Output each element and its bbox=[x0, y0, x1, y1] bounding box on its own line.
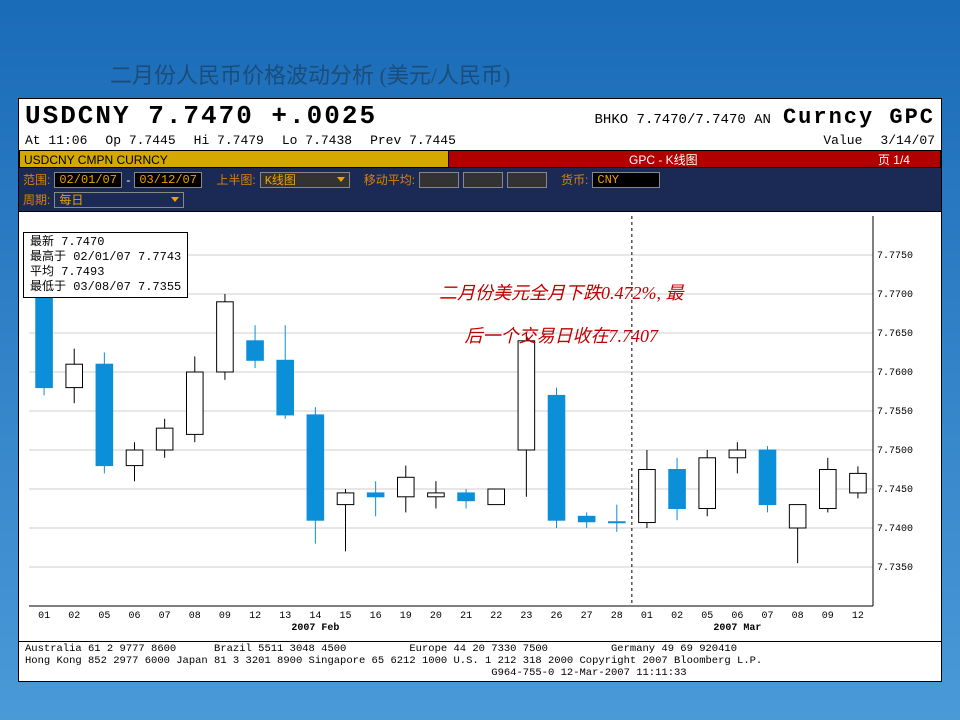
svg-text:2007 Feb: 2007 Feb bbox=[291, 622, 339, 634]
svg-text:06: 06 bbox=[731, 611, 743, 622]
footer-line-2: Hong Kong 852 2977 6000 Japan 81 3 3201 … bbox=[25, 655, 935, 667]
svg-text:7.7600: 7.7600 bbox=[877, 368, 913, 379]
function-bar: GPC - K线图 页 1/4 bbox=[449, 150, 941, 168]
currency-field[interactable]: CNY bbox=[592, 172, 660, 188]
currency-label: 货币: bbox=[561, 171, 588, 188]
svg-text:7.7500: 7.7500 bbox=[877, 446, 913, 457]
prev-label: Prev 7.7445 bbox=[370, 133, 456, 148]
period-label: 周期: bbox=[23, 191, 50, 208]
ticker-quote: USDCNY 7.7470 +.0025 bbox=[25, 101, 377, 131]
value-label: Value bbox=[823, 133, 862, 148]
svg-text:21: 21 bbox=[460, 611, 472, 622]
high-label: Hi 7.7479 bbox=[194, 133, 264, 148]
svg-text:26: 26 bbox=[550, 611, 562, 622]
stats-box: 最新 7.7470 最高于 02/01/07 7.7743 平均 7.7493 … bbox=[23, 232, 188, 298]
svg-text:22: 22 bbox=[490, 611, 502, 622]
svg-text:19: 19 bbox=[400, 611, 412, 622]
svg-text:05: 05 bbox=[701, 611, 713, 622]
svg-text:12: 12 bbox=[249, 611, 261, 622]
svg-text:06: 06 bbox=[128, 611, 140, 622]
svg-text:14: 14 bbox=[309, 611, 321, 622]
stats-low: 最低于 03/08/07 7.7355 bbox=[30, 280, 181, 295]
svg-text:02: 02 bbox=[671, 611, 683, 622]
svg-text:7.7350: 7.7350 bbox=[877, 563, 913, 574]
range-label: 范围: bbox=[23, 171, 50, 188]
svg-text:07: 07 bbox=[761, 611, 773, 622]
function-code: Curncy GPC bbox=[783, 105, 935, 130]
date-from-field[interactable]: 02/01/07 bbox=[54, 172, 122, 188]
svg-text:23: 23 bbox=[520, 611, 532, 622]
header-row-2: At 11:06 Op 7.7445 Hi 7.7479 Lo 7.7438 P… bbox=[19, 133, 941, 150]
stats-avg: 平均 7.7493 bbox=[30, 265, 181, 280]
footer-line-1: Australia 61 2 9777 8600 Brazil 5511 304… bbox=[25, 643, 935, 655]
svg-text:09: 09 bbox=[219, 611, 231, 622]
title-bar: USDCNY CMPN CURNCY GPC - K线图 页 1/4 bbox=[19, 150, 941, 168]
svg-text:16: 16 bbox=[370, 611, 382, 622]
page-indicator: 页 1/4 bbox=[878, 151, 940, 167]
footer-line-3: G964-755-0 12-Mar-2007 11:11:33 bbox=[25, 667, 935, 679]
upper-chart-label: 上半图: bbox=[216, 171, 255, 188]
controls-panel: 范围: 02/01/07 - 03/12/07 上半图: K线图 移动平均: 货… bbox=[19, 168, 941, 211]
bloomberg-terminal: USDCNY 7.7470 +.0025 BHKO 7.7470/7.7470 … bbox=[18, 98, 942, 682]
svg-text:01: 01 bbox=[38, 611, 50, 622]
open-label: Op 7.7445 bbox=[105, 133, 175, 148]
svg-text:13: 13 bbox=[279, 611, 291, 622]
svg-text:05: 05 bbox=[98, 611, 110, 622]
svg-text:7.7750: 7.7750 bbox=[877, 251, 913, 262]
ma-field-1[interactable] bbox=[419, 172, 459, 188]
svg-text:12: 12 bbox=[852, 611, 864, 622]
ma-label: 移动平均: bbox=[364, 171, 415, 188]
svg-text:7.7400: 7.7400 bbox=[877, 524, 913, 535]
ma-field-3[interactable] bbox=[507, 172, 547, 188]
svg-text:08: 08 bbox=[189, 611, 201, 622]
low-label: Lo 7.7438 bbox=[282, 133, 352, 148]
chart-area: 7.7350 7.7400 7.7450 7.7500 7.7550 7.7600 7.76… bbox=[19, 211, 941, 641]
ma-field-2[interactable] bbox=[463, 172, 503, 188]
svg-text:09: 09 bbox=[822, 611, 834, 622]
svg-text:7.7700: 7.7700 bbox=[877, 290, 913, 301]
period-select[interactable]: 每日 bbox=[54, 192, 184, 208]
chart-type-label: GPC - K线图 bbox=[449, 151, 698, 167]
svg-text:27: 27 bbox=[581, 611, 593, 622]
svg-text:20: 20 bbox=[430, 611, 442, 622]
chevron-down-icon bbox=[337, 177, 345, 182]
upper-chart-select[interactable]: K线图 bbox=[260, 172, 350, 188]
bid-ask: BHKO 7.7470/7.7470 AN bbox=[595, 112, 771, 128]
stats-high: 最高于 02/01/07 7.7743 bbox=[30, 250, 181, 265]
security-name: USDCNY CMPN CURNCY bbox=[19, 150, 449, 168]
svg-text:7.7450: 7.7450 bbox=[877, 485, 913, 496]
svg-text:7.7650: 7.7650 bbox=[877, 329, 913, 340]
svg-text:02: 02 bbox=[68, 611, 80, 622]
svg-text:01: 01 bbox=[641, 611, 653, 622]
header-row-1: USDCNY 7.7470 +.0025 BHKO 7.7470/7.7470 … bbox=[19, 99, 941, 133]
date-to-field[interactable]: 03/12/07 bbox=[134, 172, 202, 188]
svg-text:15: 15 bbox=[339, 611, 351, 622]
annotation-text: 二月份美元全月下跌0.472%, 最 后一个交易日收在7.7407 bbox=[439, 272, 684, 358]
footer: Australia 61 2 9777 8600 Brazil 5511 304… bbox=[19, 641, 941, 681]
svg-text:2007 Mar: 2007 Mar bbox=[713, 623, 761, 634]
svg-text:07: 07 bbox=[159, 611, 171, 622]
svg-text:7.7550: 7.7550 bbox=[877, 407, 913, 418]
stats-latest: 最新 7.7470 bbox=[30, 235, 181, 250]
svg-text:08: 08 bbox=[792, 611, 804, 622]
slide-title: 二月份人民币价格波动分析 (美元/人民币) bbox=[0, 0, 960, 90]
svg-text:28: 28 bbox=[611, 611, 623, 622]
chevron-down-icon bbox=[171, 197, 179, 202]
value-date: 3/14/07 bbox=[880, 133, 935, 148]
date-separator: - bbox=[126, 173, 130, 187]
time-label: At 11:06 bbox=[25, 133, 87, 148]
